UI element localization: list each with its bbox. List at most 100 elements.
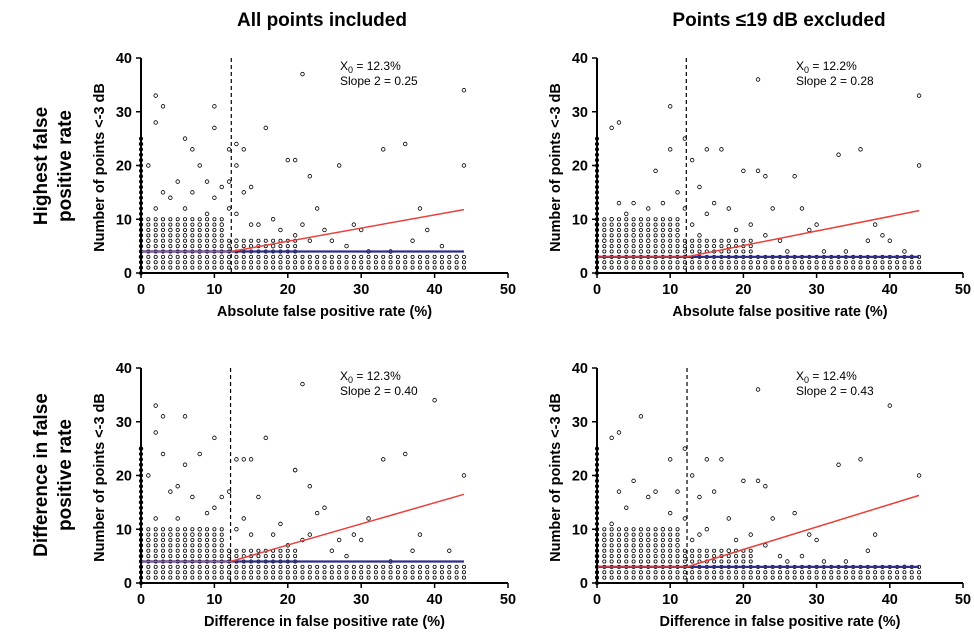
scatter-point	[704, 527, 709, 532]
scatter-point	[690, 249, 695, 254]
scatter-point	[887, 238, 892, 243]
y-axis-label: Number of points <-3 dB	[92, 83, 108, 252]
scatter-point	[646, 543, 651, 548]
scatter-point	[748, 532, 753, 537]
scatter-point	[734, 260, 739, 265]
y-tick-label: 40	[572, 361, 588, 377]
scatter-point	[646, 494, 651, 500]
scatter-point	[227, 554, 232, 559]
scatter-point	[146, 265, 151, 270]
scatter-point	[734, 238, 739, 243]
scatter-point	[616, 227, 621, 232]
scatter-point	[359, 575, 364, 580]
scatter-point	[146, 254, 151, 259]
scatter-point	[602, 265, 607, 270]
scatter-point	[153, 238, 158, 243]
scatter-point	[631, 244, 636, 249]
scatter-point	[153, 260, 158, 265]
scatter-point	[682, 265, 687, 270]
scatter-point	[219, 570, 224, 575]
scatter-point	[690, 570, 695, 575]
scatter-point	[395, 254, 400, 259]
scatter-point	[873, 575, 878, 580]
scatter-point	[631, 543, 636, 548]
scatter-point	[646, 554, 651, 559]
scatter-point	[344, 575, 349, 580]
scatter-point	[887, 575, 892, 580]
scatter-point	[741, 478, 746, 484]
scatter-point	[234, 570, 239, 575]
scatter-point	[712, 260, 717, 265]
scatter-point	[609, 217, 614, 222]
scatter-point	[205, 575, 210, 580]
scatter-point	[410, 254, 415, 259]
scatter-point	[675, 543, 680, 548]
scatter-point	[160, 451, 166, 457]
scatter-point	[602, 233, 607, 238]
scatter-point	[653, 249, 658, 254]
scatter-point	[388, 265, 393, 270]
scatter-point	[631, 249, 636, 254]
scatter-point	[271, 575, 276, 580]
scatter-point	[734, 575, 739, 580]
scatter-point	[704, 570, 709, 575]
scatter-point	[205, 554, 210, 559]
scatter-point	[609, 548, 614, 553]
scatter-point	[660, 543, 665, 548]
scatter-point	[609, 238, 614, 243]
scatter-point	[690, 554, 695, 559]
scatter-point	[836, 152, 841, 157]
scatter-point	[256, 575, 261, 580]
scatter-point	[638, 575, 643, 580]
scatter-point	[359, 570, 364, 575]
scatter-point	[248, 222, 254, 227]
scatter-point	[616, 538, 621, 543]
scatter-point	[205, 233, 210, 238]
scatter-point	[168, 233, 173, 238]
scatter-point	[219, 537, 224, 543]
scatter-point	[234, 564, 239, 569]
scatter-point	[359, 564, 364, 569]
scatter-point	[395, 575, 400, 580]
scatter-point	[638, 543, 643, 548]
scatter-point	[748, 575, 753, 580]
scatter-point	[631, 548, 636, 553]
scatter-point	[439, 575, 444, 580]
scatter-point	[668, 227, 673, 232]
scatter-point	[690, 548, 695, 553]
scatter-point	[624, 554, 629, 559]
scatter-point	[873, 265, 878, 270]
scatter-point	[395, 260, 400, 265]
scatter-point	[689, 157, 695, 163]
scatter-point	[212, 104, 217, 109]
scatter-point	[792, 575, 797, 580]
scatter-point	[359, 254, 364, 259]
scatter-point	[168, 195, 173, 200]
scatter-point	[719, 548, 724, 553]
scatter-point	[682, 446, 688, 451]
scatter-point	[675, 538, 680, 543]
scatter-point	[843, 575, 848, 580]
scatter-point	[602, 249, 607, 254]
scatter-point	[285, 254, 290, 259]
scatter-panel-top-left: 0 10 20 30 40 50 0 10 20 30 40 Absolute false posit…	[92, 51, 516, 320]
scatter-point	[682, 249, 687, 254]
y-tick-label: 40	[572, 51, 588, 67]
scatter-point	[675, 532, 680, 537]
scatter-point	[748, 265, 753, 270]
scatter-point	[168, 570, 173, 575]
scatter-point	[454, 260, 459, 265]
scatter-point	[616, 120, 622, 125]
scatter-point	[432, 260, 437, 265]
scatter-point	[646, 249, 651, 254]
scatter-point	[624, 233, 629, 238]
scatter-point	[190, 494, 195, 500]
scatter-point	[668, 233, 673, 238]
scatter-point	[285, 575, 290, 580]
scatter-point	[307, 238, 313, 243]
scatter-point	[646, 238, 651, 243]
scatter-point	[197, 564, 202, 569]
scatter-point	[425, 564, 430, 569]
scatter-point	[814, 575, 819, 580]
